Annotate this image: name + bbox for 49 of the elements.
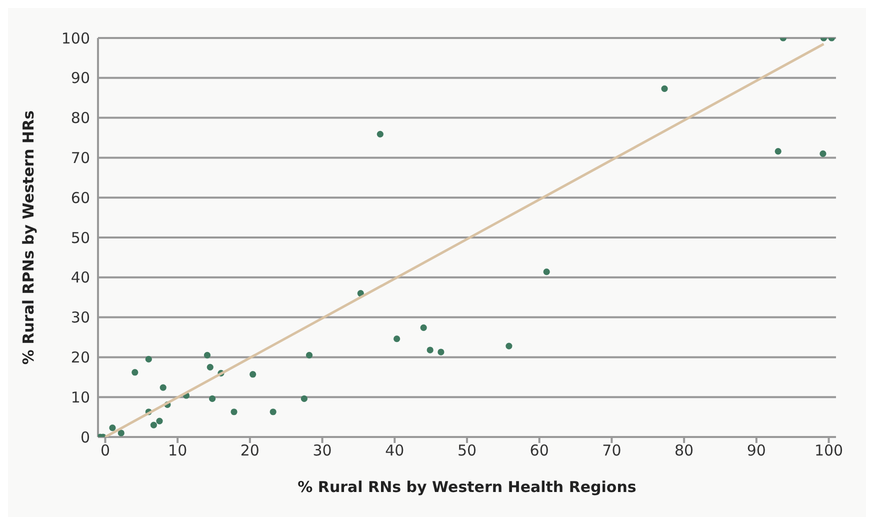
x-tick-label: 60 [530, 442, 549, 460]
point [306, 352, 313, 359]
point [109, 424, 116, 432]
x-tick-label: 40 [385, 442, 404, 460]
y-tick-label: 20 [70, 348, 90, 367]
y-tick-label: 30 [70, 308, 90, 327]
y-tick-label: 40 [70, 268, 90, 287]
y-tick-label: 90 [70, 69, 90, 88]
point [156, 418, 163, 424]
y-tick-label: 70 [70, 149, 90, 168]
point [543, 268, 550, 276]
point [250, 371, 256, 378]
point [506, 342, 512, 350]
y-tick-label: 10 [70, 388, 90, 406]
point [204, 352, 211, 359]
point [209, 395, 216, 402]
y-tick-label: 80 [70, 109, 90, 128]
x-tick-label: 10 [168, 442, 188, 460]
point [376, 130, 384, 138]
y-tick-label: 100 [61, 29, 90, 48]
point [206, 364, 214, 370]
x-tick-label: 90 [746, 442, 766, 460]
y-tick-label: 60 [70, 188, 90, 207]
point [300, 395, 308, 402]
point [426, 346, 434, 354]
x-tick-label: 30 [312, 442, 332, 460]
point [150, 422, 158, 428]
x-tick-label: 70 [602, 442, 622, 460]
point [438, 348, 444, 356]
point [820, 150, 826, 158]
point [661, 85, 668, 92]
point [394, 336, 400, 342]
x-tick-label: 0 [100, 442, 110, 460]
point [160, 384, 166, 391]
x-tick-label: 50 [457, 442, 477, 460]
point [230, 408, 238, 416]
y-tick-label: 0 [80, 428, 90, 446]
y-tick-label: 50 [70, 228, 90, 247]
y-axis-title: % Rural RPNs by Western HRs [19, 110, 38, 365]
point [270, 408, 276, 416]
point [132, 369, 138, 376]
x-tick-label: 80 [674, 442, 694, 460]
point [420, 324, 427, 331]
x-tick-label: 100 [814, 442, 844, 460]
point [118, 430, 124, 436]
x-axis-title: % Rural RNs by Western Health Regions [298, 478, 636, 496]
point [145, 356, 152, 362]
x-tick-label: 20 [240, 442, 260, 460]
point [774, 148, 782, 155]
